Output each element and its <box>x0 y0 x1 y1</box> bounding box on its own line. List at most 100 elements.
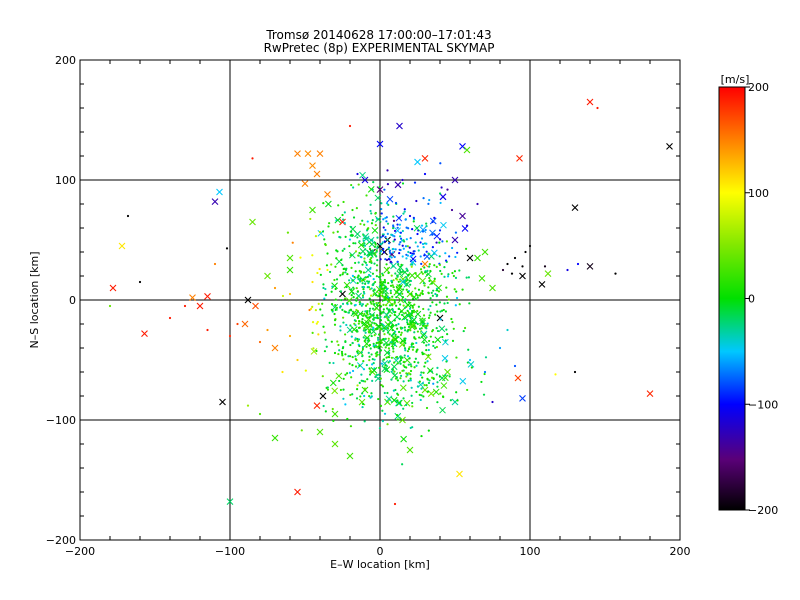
data-point-dot <box>324 243 327 247</box>
data-point-dot <box>425 222 428 225</box>
data-point-dot <box>405 366 408 369</box>
data-point-dot <box>355 397 359 400</box>
data-point-dot <box>387 337 390 340</box>
data-point-dot <box>396 392 399 395</box>
data-point-dot <box>370 256 373 260</box>
data-point-dot <box>382 218 385 221</box>
data-point-dot <box>407 328 410 331</box>
data-point-dot <box>299 256 302 259</box>
data-point-dot <box>336 230 339 233</box>
data-point-dot <box>364 304 368 307</box>
data-point-dot <box>402 364 405 367</box>
data-point-dot <box>353 319 356 322</box>
data-point-cross <box>396 270 404 278</box>
data-point-dot <box>309 307 313 310</box>
data-point-dot <box>450 208 454 212</box>
data-point-dot <box>336 250 339 253</box>
data-point-cross <box>381 295 389 302</box>
data-point-dot <box>368 309 371 312</box>
data-point-dot <box>330 290 333 293</box>
data-point-dot <box>359 277 362 280</box>
data-point-dot <box>391 295 394 298</box>
data-point-dot <box>403 208 406 211</box>
data-point-dot <box>392 240 395 243</box>
data-point-dot <box>351 364 354 367</box>
data-point-dot <box>394 201 398 205</box>
data-point-dot <box>361 296 365 299</box>
data-point-dot <box>168 316 172 320</box>
data-point-dot <box>412 345 415 349</box>
data-point-dot <box>376 351 379 354</box>
data-point-dot <box>363 387 366 390</box>
data-point-dot <box>404 349 407 352</box>
data-point-dot <box>365 363 368 367</box>
data-point-dot <box>396 379 399 382</box>
data-point-dot <box>324 294 328 297</box>
colorbar-tick-label: 0 <box>748 293 755 306</box>
data-point-dot <box>388 258 391 261</box>
data-point-dot <box>417 361 420 364</box>
data-point-dot <box>362 368 366 371</box>
data-point-dot <box>456 399 459 402</box>
data-point-dot <box>400 331 403 334</box>
data-point-dot <box>376 336 380 340</box>
data-point-dot <box>368 373 372 376</box>
data-point-cross <box>420 330 428 338</box>
data-point-dot <box>361 405 364 409</box>
data-point-dot <box>356 340 359 343</box>
data-point-dot <box>312 347 315 350</box>
data-point-dot <box>339 325 342 328</box>
data-point-dot <box>344 340 347 344</box>
data-point-dot <box>438 301 441 304</box>
data-point-dot <box>328 361 331 364</box>
data-point-dot <box>328 270 332 274</box>
data-point-cross <box>370 367 378 374</box>
data-point-cross <box>118 242 126 250</box>
data-point-dot <box>380 212 383 215</box>
data-point-dot <box>351 355 354 359</box>
data-point-dot <box>431 301 434 304</box>
data-point-dot <box>422 314 426 317</box>
data-point-dot <box>435 295 438 298</box>
data-point-dot <box>364 314 367 317</box>
data-point-dot <box>318 230 321 234</box>
data-point-dot <box>390 279 393 283</box>
data-point-dot <box>348 245 351 248</box>
data-point-dot <box>365 311 369 314</box>
colorbar-tick-label: 100 <box>748 187 769 200</box>
data-point-dot <box>383 327 386 330</box>
data-point-dot <box>429 297 432 300</box>
data-point-dot <box>407 311 410 315</box>
data-point-dot <box>416 245 419 248</box>
data-point-dot <box>356 236 359 239</box>
data-point-dot <box>524 250 527 254</box>
data-point-dot <box>350 376 353 379</box>
data-point-dot <box>422 341 426 344</box>
data-point-dot <box>392 310 395 313</box>
data-point-dot <box>573 370 577 374</box>
data-point-dot <box>361 282 364 285</box>
data-point-cross <box>439 406 446 414</box>
data-point-dot <box>368 394 371 398</box>
data-point-dot <box>393 342 396 345</box>
data-point-dot <box>340 258 343 261</box>
data-point-dot <box>435 241 438 244</box>
data-point-dot <box>354 270 357 273</box>
data-point-cross <box>406 446 414 454</box>
data-point-dot <box>411 401 414 405</box>
data-point-dot <box>421 351 424 354</box>
data-point-dot <box>432 382 435 385</box>
data-point-dot <box>429 335 432 338</box>
data-point-cross <box>319 392 327 400</box>
data-point-dot <box>427 348 430 352</box>
data-point-dot <box>397 280 400 283</box>
data-point-dot <box>388 308 391 311</box>
data-point-dot <box>439 310 442 313</box>
data-point-dot <box>425 384 428 387</box>
data-point-dot <box>444 310 447 313</box>
data-point-dot <box>372 282 375 285</box>
data-point-cross <box>350 326 358 333</box>
data-point-dot <box>380 250 383 253</box>
data-point-dot <box>401 244 404 247</box>
data-point-dot <box>441 335 444 339</box>
